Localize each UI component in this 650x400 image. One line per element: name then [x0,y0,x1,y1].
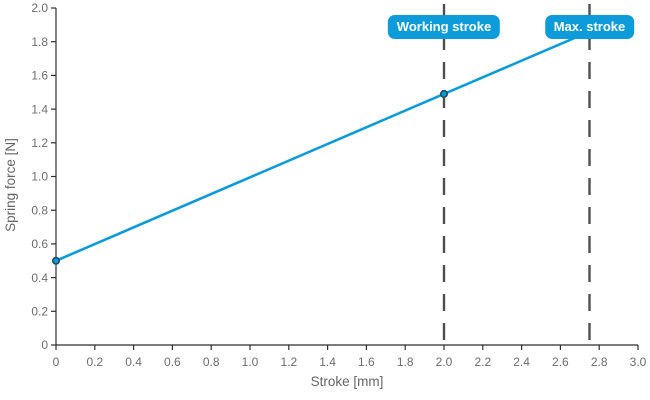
y-tick-label: 0.2 [31,305,48,319]
series-markers [51,89,448,265]
x-tick-label: 2.4 [513,355,530,369]
y-tick-label: 1.4 [31,102,48,116]
series-polyline [54,30,591,263]
y-tick-label: 0 [41,338,48,352]
x-tick-label: 2.8 [591,355,608,369]
x-tick-label: 1.6 [358,355,375,369]
y-tick-label: 1.0 [31,170,48,184]
x-tick-label: 0.8 [203,355,220,369]
axis-spine [55,8,638,346]
y-tick-label: 1.8 [31,35,48,49]
x-tick-label: 0 [53,355,60,369]
y-axis-ticks: 0 0.2 0.4 0.6 0.8 1.0 1.2 1.4 1.6 1.8 2.0 [31,1,56,352]
y-tick-label: 0.8 [31,203,48,217]
x-tick-label: 1.4 [319,355,336,369]
x-tick-label: 0.2 [86,355,103,369]
annotation-badge-max-stroke: Max. stroke [544,15,635,39]
y-tick-label: 1.2 [31,136,48,150]
annotation-lines [442,4,591,345]
annotation-badge-working-stroke: Working stroke [387,15,501,39]
y-tick-label: 1.6 [31,69,48,83]
x-tick-label: 2.6 [552,355,569,369]
x-tick-label: 0.4 [125,355,142,369]
x-axis-ticks: 0 0.2 0.4 0.6 0.8 1.0 1.2 1.4 1.6 1.8 2.0 2.2 2.4 2.6… [53,345,647,369]
x-tick-label: 1.0 [242,355,259,369]
x-tick-label: 1.8 [397,355,414,369]
axis-spines [55,8,638,346]
data-point-marker [51,256,60,265]
x-tick-label: 0.6 [164,355,181,369]
y-tick-label: 0.6 [31,237,48,251]
x-tick-label: 2.0 [436,355,453,369]
x-axis-title: Stroke [mm] [311,374,384,389]
y-tick-label: 0.4 [31,271,48,285]
y-axis-title: Spring force [N] [3,138,18,232]
series-line [54,30,591,263]
x-tick-label: 2.2 [474,355,491,369]
x-tick-label: 1.2 [280,355,297,369]
y-tick-label: 2.0 [31,1,48,15]
data-point-marker [439,89,448,98]
x-tick-label: 3.0 [630,355,647,369]
